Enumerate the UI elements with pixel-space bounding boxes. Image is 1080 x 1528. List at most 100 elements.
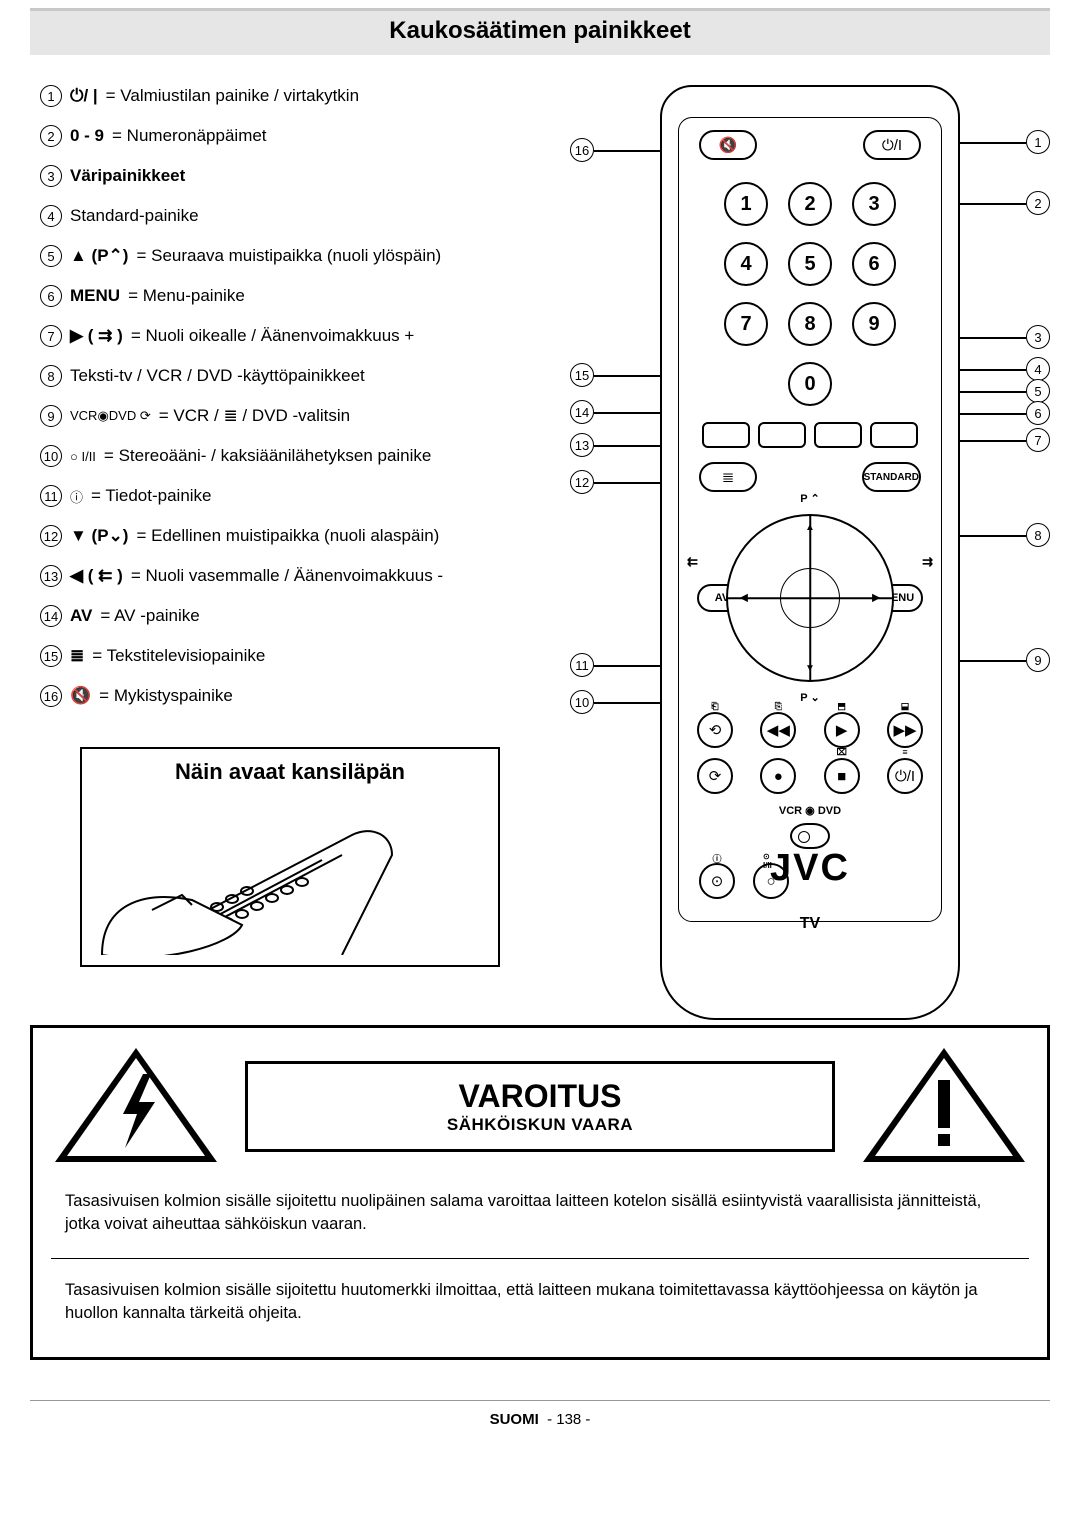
- legend-item: 3Väripainikkeet: [40, 165, 550, 187]
- vcr-dvd-label: VCR ◉ DVD: [691, 804, 929, 817]
- legend-item: 15 ≣ = Tekstitelevisiopainike: [40, 645, 550, 667]
- callout-2: 2: [1026, 191, 1050, 215]
- legend-number: 15: [40, 645, 62, 667]
- callout-16: 16: [570, 138, 594, 162]
- legend-text: = Tekstitelevisiopainike: [92, 646, 265, 666]
- legend-text: = Mykistyspainike: [99, 686, 233, 706]
- numpad-3: 3: [852, 182, 896, 226]
- legend-symbol: ◀ ( ⇇ ): [70, 566, 123, 586]
- legend-symbol: MENU: [70, 286, 120, 306]
- vol-plus-label: ⇉: [922, 554, 933, 570]
- teletext-button: ≣: [699, 462, 757, 492]
- dpad: AV MENU ▲ ▼ ◀ ▶ P ⌃ P ⌄ ⇇: [691, 498, 929, 698]
- legend-item: 8 Teksti-tv / VCR / DVD -käyttöpainikkeet: [40, 365, 550, 387]
- legend-item: 9 VCR◉DVD ⟳ = VCR / ≣ / DVD -valitsin: [40, 405, 550, 427]
- color-buttons: [691, 422, 929, 448]
- legend-item: 6 MENU = Menu-painike: [40, 285, 550, 307]
- power-button: ⏻/I: [863, 130, 921, 160]
- transport-row-1: ⎗⟲ ⎘◀◀ ⬒▶ ⬓▶▶: [691, 712, 929, 748]
- stereo-button: ⊙ I/II○: [753, 863, 789, 899]
- legend-symbol: ▶ ( ⇉ ): [70, 326, 123, 346]
- legend-text: = Seuraava muistipaikka (nuoli ylöspäin): [136, 246, 441, 266]
- numpad-5: 5: [788, 242, 832, 286]
- legend-number: 16: [40, 685, 62, 707]
- legend-number: 5: [40, 245, 62, 267]
- info-row: ⓘ⊙ ⊙ I/II○: [691, 863, 929, 899]
- warning-heading: VAROITUS: [256, 1078, 824, 1115]
- remote-outline: 🔇 ⏻/I 123 456 789 0 ≣ STANDARD: [660, 85, 960, 1020]
- callout-3: 3: [1026, 325, 1050, 349]
- transport-row-2: ⟳ ● ⌧■ ≡⏻/I: [691, 758, 929, 794]
- legend-number: 10: [40, 445, 62, 467]
- legend-item: 11ⓘ = Tiedot-painike: [40, 485, 550, 507]
- legend-number: 7: [40, 325, 62, 347]
- legend-symbol: VCR◉DVD ⟳: [70, 408, 151, 424]
- legend-text: = Edellinen muistipaikka (nuoli alaspäin…: [136, 526, 439, 546]
- info-button: ⓘ⊙: [699, 863, 735, 899]
- legend-text: = Menu-painike: [128, 286, 245, 306]
- callout-11: 11: [570, 653, 594, 677]
- legend-text: = VCR / ≣ / DVD -valitsin: [159, 406, 350, 426]
- legend-item: 5 ▲ (P⌃) = Seuraava muistipaikka (nuoli y…: [40, 245, 550, 267]
- standard-button: STANDARD: [862, 462, 921, 492]
- legend-number: 11: [40, 485, 62, 507]
- warning-box: VAROITUS SÄHKÖISKUN VAARA Tasasivuisen k…: [30, 1025, 1050, 1360]
- callout-14: 14: [570, 400, 594, 424]
- legend-number: 4: [40, 205, 62, 227]
- legend-number: 9: [40, 405, 62, 427]
- legend-item: 4 Standard-painike: [40, 205, 550, 227]
- legend-text: = Stereoääni- / kaksiäänilähetyksen pain…: [104, 446, 431, 466]
- legend-symbol: AV: [70, 606, 92, 626]
- warning-paragraph-1: Tasasivuisen kolmion sisälle sijoitettu …: [51, 1184, 1029, 1250]
- legend-symbol: ≣: [70, 646, 84, 666]
- p-dn-label: P ⌄: [800, 691, 819, 704]
- numpad-7: 7: [724, 302, 768, 346]
- callout-5: 5: [1026, 379, 1050, 403]
- lightning-triangle-icon: [51, 1046, 221, 1166]
- legend-symbol: ▲ (P⌃): [70, 246, 128, 266]
- legend-item: 12▼ (P⌄) = Edellinen muistipaikka (nuoli…: [40, 525, 550, 547]
- warning-subheading: SÄHKÖISKUN VAARA: [256, 1115, 824, 1135]
- legend-number: 8: [40, 365, 62, 387]
- legend-symbol: 0 - 9: [70, 126, 104, 146]
- legend-item: 14AV = AV -painike: [40, 605, 550, 627]
- mute-button: 🔇: [699, 130, 757, 160]
- callout-7: 7: [1026, 428, 1050, 452]
- legend-number: 14: [40, 605, 62, 627]
- callout-13: 13: [570, 433, 594, 457]
- legend-text: = Nuoli oikealle / Äänenvoimakkuus +: [131, 326, 415, 346]
- numpad-0: 0: [788, 362, 832, 406]
- legend-number: 2: [40, 125, 62, 147]
- legend-text: Standard-painike: [70, 206, 199, 226]
- callout-1: 1: [1026, 130, 1050, 154]
- legend-symbol: ⓘ: [70, 487, 83, 506]
- key-legend: 1⏻/ | = Valmiustilan painike / virtakytk…: [30, 85, 550, 967]
- numpad-8: 8: [788, 302, 832, 346]
- legend-item: 2 0 - 9 = Numeronäppäimet: [40, 125, 550, 147]
- callout-10: 10: [570, 690, 594, 714]
- legend-text: = Numeronäppäimet: [112, 126, 267, 146]
- legend-text: Teksti-tv / VCR / DVD -käyttöpainikkeet: [70, 366, 365, 386]
- exclamation-triangle-icon: [859, 1046, 1029, 1166]
- p-up-label: P ⌃: [800, 492, 819, 505]
- legend-item: 16 🔇 = Mykistyspainike: [40, 685, 550, 707]
- legend-item: 1⏻/ | = Valmiustilan painike / virtakytk…: [40, 85, 550, 107]
- callout-6: 6: [1026, 401, 1050, 425]
- vcr-dvd-switch: [790, 823, 830, 849]
- legend-item: 10○ I/II = Stereoääni- / kaksiäänilähety…: [40, 445, 550, 467]
- remote-diagram: 16151413121110123456789 🔇 ⏻/I 123 456 78…: [570, 85, 1050, 985]
- page-title: Kaukosäätimen painikkeet: [30, 8, 1050, 55]
- legend-symbol: 🔇: [70, 686, 91, 706]
- callout-12: 12: [570, 470, 594, 494]
- legend-item: 7 ▶ ( ⇉ ) = Nuoli oikealle / Äänenvoimakk…: [40, 325, 550, 347]
- callout-9: 9: [1026, 648, 1050, 672]
- legend-text: = Nuoli vasemmalle / Äänenvoimakkuus -: [131, 566, 443, 586]
- numpad-2: 2: [788, 182, 832, 226]
- callout-4: 4: [1026, 357, 1050, 381]
- page-footer: SUOMI - 138 -: [30, 1400, 1050, 1428]
- open-cover-figure: Näin avaat kansiläpän: [80, 747, 500, 967]
- legend-number: 6: [40, 285, 62, 307]
- numpad-1: 1: [724, 182, 768, 226]
- footer-page-number: - 138 -: [547, 1411, 590, 1428]
- legend-item: 13◀ ( ⇇ ) = Nuoli vasemmalle / Äänenvoim…: [40, 565, 550, 587]
